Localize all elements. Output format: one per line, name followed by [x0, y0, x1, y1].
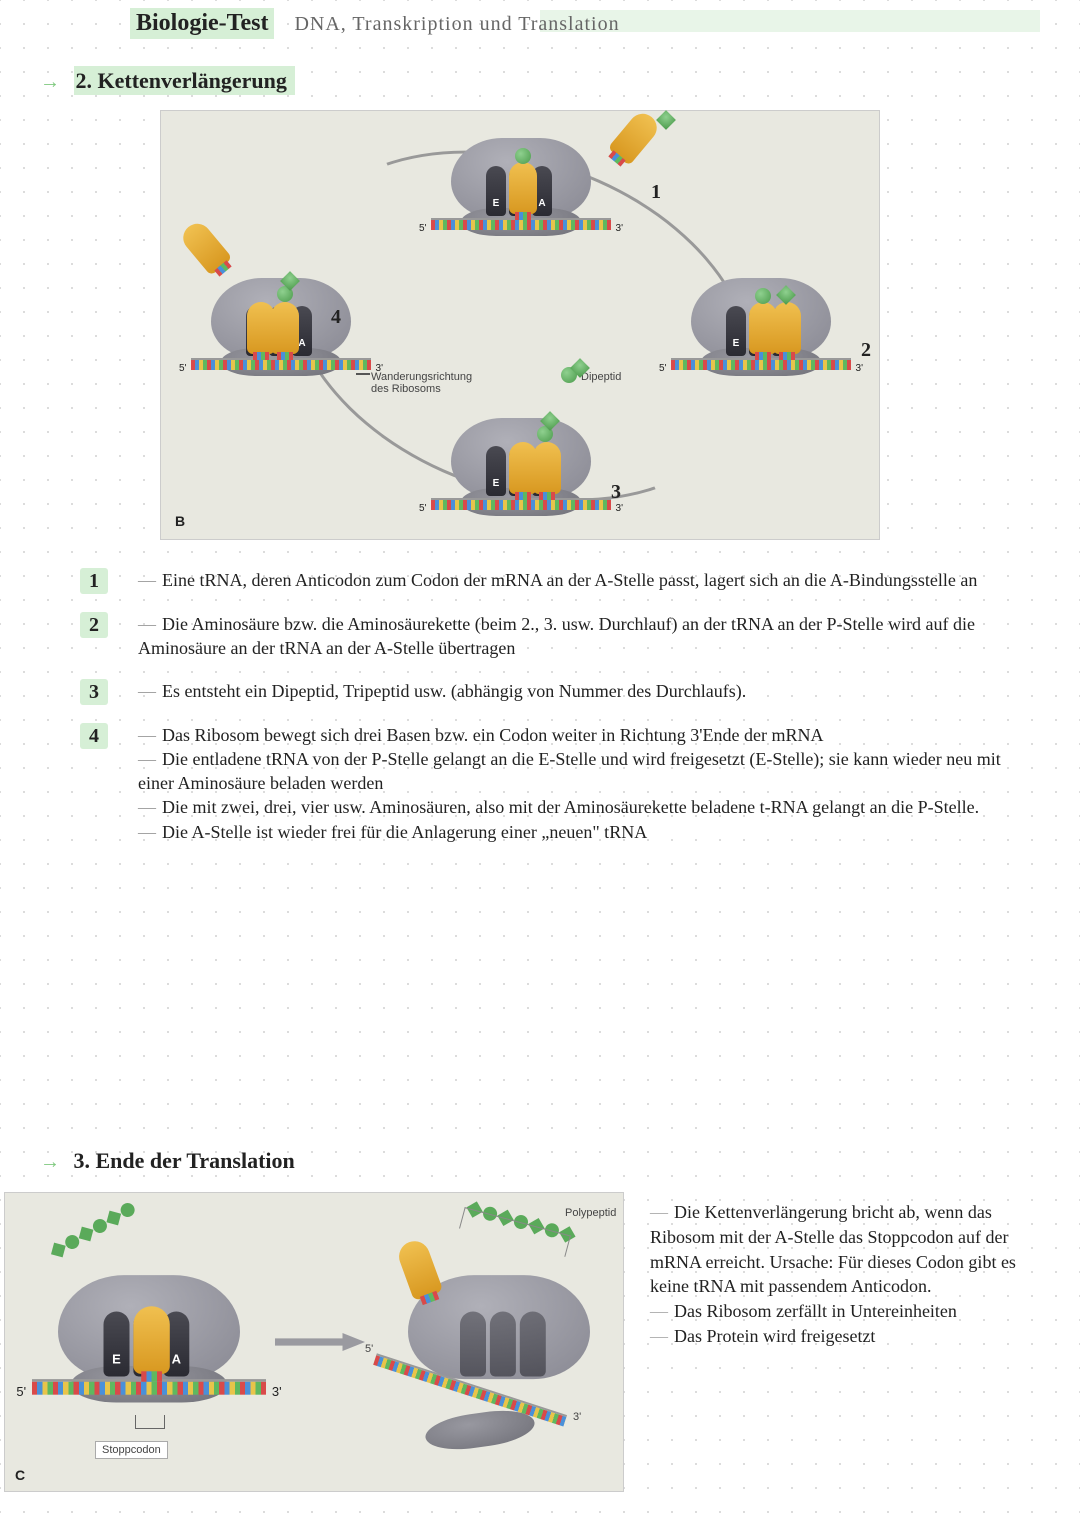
step-badge: 3	[80, 679, 108, 705]
dash-icon: —	[650, 1301, 668, 1321]
diagram-letter-c: C	[15, 1467, 25, 1483]
dash-icon: —	[138, 681, 156, 701]
section-2-title: 2. Kettenverlängerung	[74, 66, 295, 95]
ribosome-small-subunit	[423, 1406, 537, 1455]
dash-icon: —	[138, 570, 156, 590]
amino-acid-icon	[656, 110, 676, 130]
mrna-3-label: 3'	[616, 503, 623, 514]
termination-text: —Die Kettenverlängerung bricht ab, wenn …	[650, 1200, 1050, 1349]
step-number-3: 3	[611, 481, 621, 504]
list-item: 3 —Es entsteht ein Dipeptid, Tripeptid u…	[80, 679, 1030, 705]
dash-icon: —	[138, 614, 156, 634]
mrna-3-label: 3'	[616, 223, 623, 234]
site-e: E	[726, 306, 746, 356]
step-number-1: 1	[651, 181, 661, 204]
mrna-3-label: 3'	[272, 1386, 282, 1400]
trna-ejected-icon	[178, 218, 233, 276]
page-subtitle: DNA, Transkription und Translation	[294, 13, 619, 36]
mrna-5-label: 5'	[419, 223, 426, 234]
stoppcodon-bracket-icon	[135, 1415, 165, 1429]
site-p	[490, 1312, 516, 1377]
step-text: —Die Aminosäure bzw. die Aminosäurekette…	[138, 612, 1030, 661]
polypeptide-chain-icon	[48, 1200, 138, 1260]
dash-icon: —	[650, 1202, 668, 1222]
ribosome-before-termination: 5' 3' E P A	[45, 1253, 253, 1403]
step-number-4: 4	[331, 306, 341, 329]
diagram-termination: 5' 3' E P A Stoppcodon 5' 3' Polypeptid …	[4, 1192, 624, 1492]
step-number-2: 2	[861, 339, 871, 362]
dash-icon: —	[138, 822, 156, 842]
mrna-5-label: 5'	[179, 363, 186, 374]
step-badge: 2	[80, 612, 108, 638]
stoppcodon-label: Stoppcodon	[95, 1441, 168, 1459]
mrna-3-label: 3'	[856, 363, 863, 374]
step-text: —Das Ribosom bewegt sich drei Basen bzw.…	[138, 723, 1030, 844]
trna-icon	[133, 1306, 169, 1374]
mrna-5-label: 5'	[16, 1386, 26, 1400]
ribosome-step-2: 5' 3' E P A	[681, 261, 841, 376]
list-item: 2 —Die Aminosäure bzw. die Aminosäureket…	[80, 612, 1030, 661]
transition-arrow-icon	[275, 1333, 365, 1351]
step-text: —Eine tRNA, deren Anticodon zum Codon de…	[138, 568, 1030, 594]
trna-incoming-icon	[608, 108, 663, 166]
ribosome-step-1: 5' 3' E P A	[441, 121, 601, 236]
list-item: 1 —Eine tRNA, deren Anticodon zum Codon …	[80, 568, 1030, 594]
trna-icon	[271, 302, 299, 354]
site-e: E	[486, 166, 506, 216]
trna-icon	[773, 302, 801, 354]
dash-icon: —	[138, 797, 156, 817]
trna-icon	[509, 162, 537, 214]
list-item: 4 —Das Ribosom bewegt sich drei Basen bz…	[80, 723, 1030, 844]
site-e	[460, 1312, 486, 1377]
mrna-3-label: 3'	[573, 1411, 581, 1423]
page-title: Biologie-Test	[130, 8, 274, 39]
ribosome-step-3: 5' 3' E P A	[441, 401, 601, 516]
step-text: —Es entsteht ein Dipeptid, Tripeptid usw…	[138, 679, 1030, 705]
trna-icon	[533, 442, 561, 494]
elongation-steps-list: 1 —Eine tRNA, deren Anticodon zum Codon …	[80, 568, 1030, 862]
wander-label: Wanderungsrichtung des Ribosoms	[371, 371, 491, 395]
mrna-5-label: 5'	[659, 363, 666, 374]
step-badge: 4	[80, 723, 108, 749]
diagram-elongation-cycle: 5' 3' E P A 1 5' 3' E P A 2 5'	[160, 110, 880, 540]
dash-icon: —	[138, 725, 156, 745]
diagram-letter-b: B	[175, 513, 185, 529]
site-e: E	[486, 446, 506, 496]
section-2-heading: → 2. Kettenverlängerung	[40, 68, 295, 94]
dipeptid-label: Dipeptid	[581, 371, 621, 383]
step-badge: 1	[80, 568, 108, 594]
page-header: Biologie-Test DNA, Transkription und Tra…	[130, 8, 1020, 39]
wander-arrow-icon	[356, 373, 370, 375]
section-3-title: 3. Ende der Translation	[74, 1148, 295, 1173]
arrow-icon: →	[40, 71, 60, 93]
polypeptid-label: Polypeptid	[565, 1207, 616, 1219]
amino-acid-icon	[755, 288, 771, 304]
site-e: E	[104, 1312, 130, 1377]
site-a	[520, 1312, 546, 1377]
mrna-5-label: 5'	[419, 503, 426, 514]
amino-acid-icon	[515, 148, 531, 164]
dash-icon: —	[650, 1326, 668, 1346]
mrna-5-label: 5'	[365, 1343, 373, 1355]
section-3-heading: → 3. Ende der Translation	[40, 1148, 295, 1174]
arrow-icon: →	[40, 1151, 60, 1173]
dash-icon: —	[138, 749, 156, 769]
